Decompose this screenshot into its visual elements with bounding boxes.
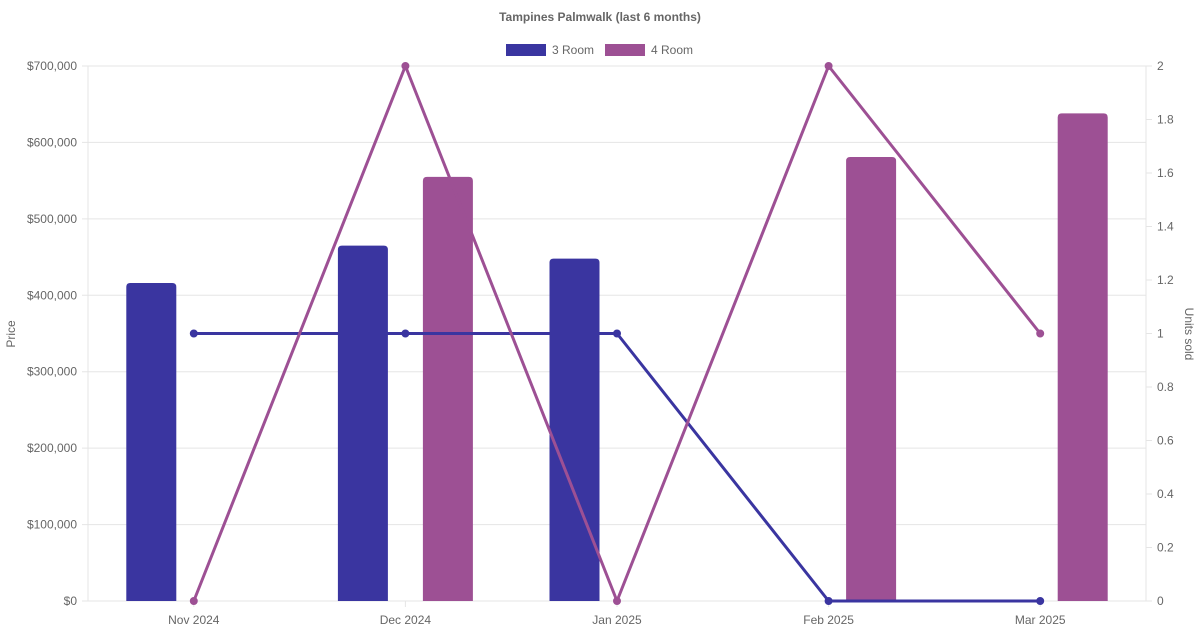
bar-4-room-mar-2025[interactable] xyxy=(1057,113,1108,601)
y-right-tick-label: 2 xyxy=(1157,59,1164,73)
bar-3-room-nov-2024[interactable] xyxy=(126,283,177,601)
legend: 3 Room 4 Room xyxy=(506,43,693,57)
units-point-2-mar-2025[interactable] xyxy=(1036,329,1045,338)
x-tick-label: Jan 2025 xyxy=(592,613,642,627)
axes: $0 $100,000 $200,000 $300,000 $400,000 $500,0… xyxy=(27,59,1174,627)
bar-4-room-dec-2024[interactable] xyxy=(422,176,473,602)
legend-label-4-room[interactable]: 4 Room xyxy=(651,43,693,57)
units-point-1-feb-2025[interactable] xyxy=(824,597,833,605)
y-left-tick-label: $300,000 xyxy=(27,365,77,379)
y-axis-left-title: Price xyxy=(4,320,18,348)
chart-title: Tampines Palmwalk (last 6 months) xyxy=(499,10,701,24)
x-tick-label: Feb 2025 xyxy=(803,613,854,627)
y-right-tick-label: 1.2 xyxy=(1157,273,1174,287)
x-tick-label: Mar 2025 xyxy=(1015,613,1066,627)
x-tick-label: Nov 2024 xyxy=(168,613,220,627)
units-point-2-nov-2024[interactable] xyxy=(189,597,198,605)
units-point-1-mar-2025[interactable] xyxy=(1036,597,1045,605)
y-left-tick-label: $400,000 xyxy=(27,288,77,302)
y-left-tick-label: $200,000 xyxy=(27,441,77,455)
points xyxy=(189,62,1045,605)
y-right-tick-label: 0.4 xyxy=(1157,487,1174,501)
legend-swatch-3-room[interactable] xyxy=(506,44,546,56)
y-axis-right-title: Units sold xyxy=(1182,308,1196,361)
bar-3-room-jan-2025[interactable] xyxy=(549,258,600,601)
y-right-tick-label: 0.6 xyxy=(1157,434,1174,448)
units-point-2-feb-2025[interactable] xyxy=(824,62,833,70)
y-right-tick-label: 1 xyxy=(1157,327,1164,341)
units-point-2-dec-2024[interactable] xyxy=(401,62,410,70)
y-right-tick-label: 1.4 xyxy=(1157,220,1174,234)
units-line-1[interactable] xyxy=(193,332,1041,603)
y-right-tick-label: 0 xyxy=(1157,594,1164,608)
y-right-tick-label: 1.8 xyxy=(1157,113,1174,127)
bar-3-room-dec-2024[interactable] xyxy=(337,245,388,601)
y-left-tick-label: $600,000 xyxy=(27,135,77,149)
x-tick-label: Dec 2024 xyxy=(380,613,432,627)
units-point-2-jan-2025[interactable] xyxy=(613,597,621,605)
y-left-tick-label: $500,000 xyxy=(27,212,77,226)
units-point-1-jan-2025[interactable] xyxy=(613,329,621,338)
y-right-tick-label: 1.6 xyxy=(1157,166,1174,180)
y-right-tick-label: 0.8 xyxy=(1157,380,1174,394)
units-point-1-nov-2024[interactable] xyxy=(189,329,198,338)
units-point-1-dec-2024[interactable] xyxy=(401,329,410,338)
gridlines xyxy=(82,65,1146,602)
y-left-tick-label: $0 xyxy=(64,594,78,608)
legend-label-3-room[interactable]: 3 Room xyxy=(552,43,594,57)
bars xyxy=(126,113,1108,602)
y-right-tick-label: 0.2 xyxy=(1157,541,1174,555)
y-left-tick-label: $100,000 xyxy=(27,518,77,532)
y-left-tick-label: $700,000 xyxy=(27,59,77,73)
bar-4-room-feb-2025[interactable] xyxy=(846,156,897,601)
legend-swatch-4-room[interactable] xyxy=(605,44,645,56)
